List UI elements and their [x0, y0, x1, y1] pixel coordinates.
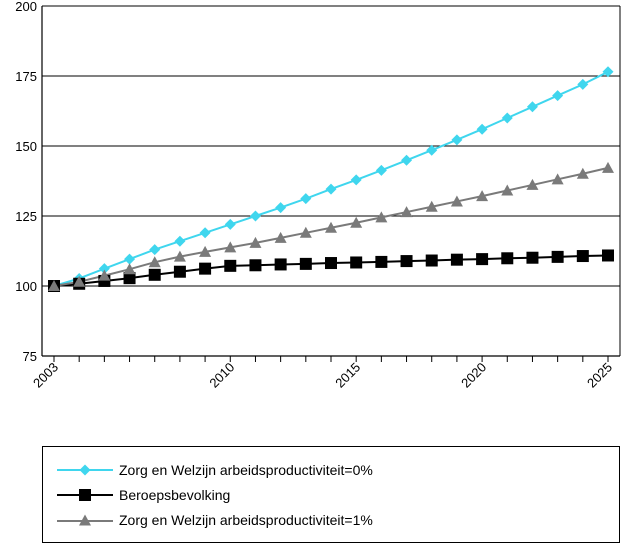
- data-point-s1-2022: [526, 251, 539, 264]
- data-point-s0-2023: [552, 90, 564, 102]
- data-point-s1-2009: [199, 262, 212, 275]
- data-point-s1-2018: [425, 254, 438, 267]
- data-point-s2-2004: [73, 275, 86, 287]
- data-point-s1-2011: [249, 259, 262, 272]
- data-point-s0-2006: [124, 253, 136, 265]
- data-point-s1-2023: [551, 250, 564, 263]
- data-point-s2-2021: [501, 184, 514, 196]
- data-point-s0-2020: [476, 123, 488, 135]
- data-point-s1-2025: [602, 249, 614, 262]
- data-point-s1-2024: [576, 250, 589, 263]
- data-point-s1-2016: [375, 255, 388, 268]
- legend-key-diamond: [57, 464, 113, 476]
- data-point-s1-2008: [173, 265, 186, 278]
- legend-label-2: Zorg en Welzijn arbeidsproductiviteit=1%: [119, 512, 373, 528]
- data-point-s2-2024: [576, 167, 589, 179]
- data-point-s1-2007: [148, 268, 161, 281]
- data-point-s2-2019: [450, 195, 463, 207]
- y-tick-label-125: 125: [15, 209, 37, 224]
- data-point-s2-2022: [526, 178, 539, 190]
- data-point-s0-2025: [602, 66, 614, 78]
- y-tick-label-200: 200: [15, 0, 37, 14]
- data-point-s0-2021: [501, 112, 513, 124]
- data-point-s0-2009: [199, 227, 211, 239]
- data-point-s0-2016: [375, 164, 387, 176]
- data-point-s0-2005: [98, 263, 110, 275]
- data-point-s2-2015: [350, 216, 363, 228]
- x-tick-label-2003: 2003: [30, 360, 61, 391]
- data-point-s2-2007: [148, 256, 161, 268]
- data-point-s2-2008: [173, 250, 186, 262]
- legend-item-1: Beroepsbevolking: [57, 484, 230, 506]
- x-tick-label-2025: 2025: [584, 360, 615, 391]
- data-point-s1-2014: [325, 257, 337, 270]
- data-point-s2-2012: [274, 231, 287, 243]
- y-tick-label-75: 75: [23, 349, 37, 364]
- data-point-s0-2012: [275, 202, 287, 214]
- data-point-s0-2019: [451, 134, 463, 146]
- data-point-s2-2018: [425, 200, 438, 212]
- data-point-s2-2016: [375, 211, 388, 223]
- data-point-s2-2005: [98, 269, 111, 281]
- x-tick-label-2010: 2010: [206, 360, 237, 391]
- data-point-s0-2022: [526, 101, 538, 113]
- data-point-s1-2021: [501, 252, 514, 265]
- legend-item-2: Zorg en Welzijn arbeidsproductiviteit=1%: [57, 509, 373, 531]
- data-point-s2-2013: [299, 226, 312, 238]
- data-point-s0-2015: [350, 174, 362, 186]
- data-point-s2-2006: [123, 263, 136, 275]
- data-point-s0-2007: [149, 244, 161, 256]
- data-point-s0-2018: [426, 144, 438, 156]
- data-point-s0-2014: [325, 183, 337, 195]
- data-point-s2-2025: [602, 161, 614, 173]
- series-lines: [53, 70, 609, 287]
- y-tick-label-150: 150: [15, 139, 37, 154]
- data-point-s0-2010: [224, 218, 236, 230]
- legend-label-1: Beroepsbevolking: [119, 487, 231, 503]
- y-tick-label-100: 100: [15, 279, 37, 294]
- data-point-s1-2013: [299, 257, 312, 270]
- data-point-s2-2011: [249, 236, 262, 248]
- legend-key-square: [57, 489, 113, 501]
- y-tick-label-175: 175: [15, 69, 37, 84]
- data-point-s1-2006: [123, 272, 136, 285]
- legend: Zorg en Welzijn arbeidsproductiviteit=0%…: [42, 446, 620, 543]
- data-point-s1-2019: [450, 253, 463, 266]
- series-markers: [48, 66, 614, 292]
- data-point-s2-2017: [400, 206, 413, 218]
- x-tick-label-2015: 2015: [332, 360, 363, 391]
- data-point-s2-2003: [48, 280, 60, 291]
- data-point-s0-2011: [249, 210, 261, 222]
- data-point-s0-2024: [577, 78, 589, 90]
- gridlines: [42, 5, 620, 287]
- data-point-s0-2008: [174, 235, 186, 247]
- data-point-s1-2015: [350, 256, 363, 269]
- data-point-s2-2009: [199, 245, 212, 257]
- legend-label-0: Zorg en Welzijn arbeidsproductiviteit=0%: [119, 462, 373, 478]
- data-point-s1-2012: [274, 258, 287, 271]
- data-point-s1-2020: [476, 253, 489, 266]
- data-point-s2-2014: [325, 221, 337, 233]
- legend-key-triangle: [57, 514, 113, 526]
- data-point-s1-2017: [400, 255, 413, 268]
- data-point-s2-2020: [476, 190, 489, 202]
- data-point-s0-2013: [300, 193, 312, 205]
- series-line-0: [53, 70, 609, 287]
- axes: [41, 6, 621, 362]
- data-point-s2-2023: [551, 173, 564, 185]
- data-point-s0-2017: [401, 154, 413, 166]
- x-tick-label-2020: 2020: [458, 360, 489, 391]
- data-point-s2-2010: [224, 241, 237, 253]
- legend-item-0: Zorg en Welzijn arbeidsproductiviteit=0%: [57, 459, 373, 481]
- data-point-s1-2010: [224, 259, 237, 272]
